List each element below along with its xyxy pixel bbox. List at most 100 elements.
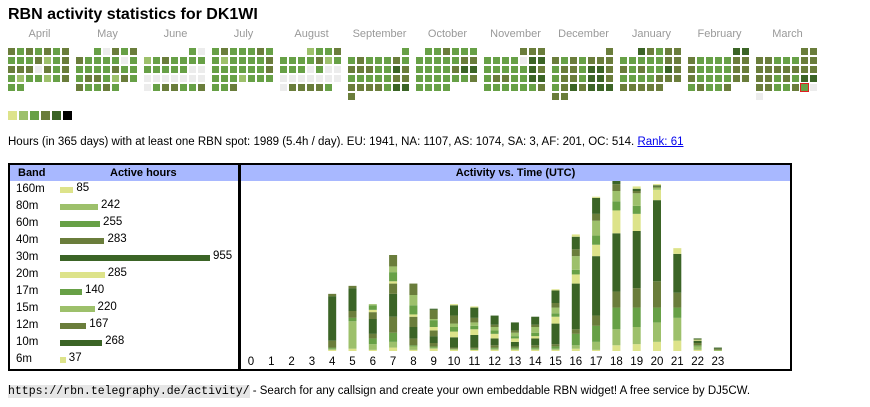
calendar-day[interactable]: [94, 84, 101, 91]
calendar-day[interactable]: [257, 57, 264, 64]
calendar-day[interactable]: [511, 57, 518, 64]
calendar-day[interactable]: [112, 57, 119, 64]
calendar-day[interactable]: [112, 75, 119, 82]
calendar-day[interactable]: [189, 48, 196, 55]
calendar-day[interactable]: [8, 75, 15, 82]
calendar-day[interactable]: [17, 75, 24, 82]
calendar-day[interactable]: [212, 66, 219, 73]
calendar-day[interactable]: [375, 84, 382, 91]
calendar-day[interactable]: [665, 57, 672, 64]
calendar-day[interactable]: [452, 75, 459, 82]
calendar-day[interactable]: [212, 57, 219, 64]
calendar-day[interactable]: [348, 66, 355, 73]
calendar-day[interactable]: [493, 57, 500, 64]
calendar-day[interactable]: [765, 75, 772, 82]
calendar-day[interactable]: [62, 48, 69, 55]
calendar-day[interactable]: [26, 48, 33, 55]
calendar-day[interactable]: [230, 48, 237, 55]
calendar-day[interactable]: [334, 57, 341, 64]
calendar-day[interactable]: [520, 57, 527, 64]
calendar-day[interactable]: [638, 84, 645, 91]
calendar-day[interactable]: [348, 75, 355, 82]
calendar-day[interactable]: [230, 57, 237, 64]
calendar-day[interactable]: [189, 75, 196, 82]
calendar-day[interactable]: [783, 84, 790, 91]
calendar-day[interactable]: [384, 57, 391, 64]
calendar-day[interactable]: [656, 75, 663, 82]
calendar-day[interactable]: [552, 75, 559, 82]
calendar-day[interactable]: [606, 66, 613, 73]
calendar-day[interactable]: [434, 84, 441, 91]
calendar-day[interactable]: [656, 66, 663, 73]
calendar-day[interactable]: [606, 48, 613, 55]
calendar-day[interactable]: [647, 48, 654, 55]
calendar-day[interactable]: [733, 48, 740, 55]
calendar-day[interactable]: [706, 57, 713, 64]
calendar-day[interactable]: [239, 57, 246, 64]
calendar-day[interactable]: [416, 66, 423, 73]
calendar-day[interactable]: [230, 66, 237, 73]
calendar-day[interactable]: [588, 75, 595, 82]
calendar-day[interactable]: [298, 66, 305, 73]
calendar-day[interactable]: [502, 75, 509, 82]
calendar-day[interactable]: [434, 66, 441, 73]
calendar-day[interactable]: [810, 84, 817, 91]
calendar-day[interactable]: [266, 75, 273, 82]
calendar-day[interactable]: [289, 84, 296, 91]
calendar-day[interactable]: [715, 75, 722, 82]
calendar-day[interactable]: [810, 57, 817, 64]
calendar-day[interactable]: [774, 66, 781, 73]
calendar-day[interactable]: [620, 66, 627, 73]
calendar-day[interactable]: [570, 75, 577, 82]
calendar-day[interactable]: [112, 66, 119, 73]
calendar-day[interactable]: [325, 75, 332, 82]
calendar-day[interactable]: [579, 84, 586, 91]
calendar-day[interactable]: [144, 57, 151, 64]
calendar-day[interactable]: [325, 84, 332, 91]
calendar-day[interactable]: [792, 66, 799, 73]
calendar-day[interactable]: [8, 48, 15, 55]
calendar-day[interactable]: [665, 75, 672, 82]
calendar-day[interactable]: [221, 57, 228, 64]
calendar-day[interactable]: [357, 57, 364, 64]
calendar-day[interactable]: [94, 57, 101, 64]
calendar-day[interactable]: [656, 84, 663, 91]
calendar-day[interactable]: [606, 57, 613, 64]
calendar-day[interactable]: [221, 48, 228, 55]
calendar-day[interactable]: [493, 75, 500, 82]
calendar-day[interactable]: [257, 66, 264, 73]
calendar-day[interactable]: [538, 48, 545, 55]
calendar-day[interactable]: [393, 84, 400, 91]
calendar-day[interactable]: [153, 75, 160, 82]
calendar-day[interactable]: [307, 84, 314, 91]
calendar-day[interactable]: [44, 57, 51, 64]
calendar-day[interactable]: [452, 66, 459, 73]
calendar-day[interactable]: [733, 75, 740, 82]
calendar-day[interactable]: [538, 57, 545, 64]
calendar-day[interactable]: [493, 84, 500, 91]
calendar-day[interactable]: [606, 75, 613, 82]
calendar-day[interactable]: [511, 84, 518, 91]
calendar-day[interactable]: [629, 84, 636, 91]
calendar-day[interactable]: [393, 66, 400, 73]
calendar-day[interactable]: [266, 57, 273, 64]
calendar-day[interactable]: [212, 75, 219, 82]
calendar-day[interactable]: [697, 66, 704, 73]
calendar-day[interactable]: [647, 84, 654, 91]
calendar-day[interactable]: [688, 66, 695, 73]
calendar-day[interactable]: [502, 84, 509, 91]
calendar-day[interactable]: [53, 48, 60, 55]
calendar-day[interactable]: [162, 57, 169, 64]
calendar-day[interactable]: [443, 75, 450, 82]
calendar-day[interactable]: [307, 57, 314, 64]
calendar-day[interactable]: [375, 57, 382, 64]
calendar-day[interactable]: [452, 48, 459, 55]
calendar-day[interactable]: [529, 66, 536, 73]
calendar-day[interactable]: [162, 75, 169, 82]
calendar-day[interactable]: [801, 66, 808, 73]
calendar-day[interactable]: [316, 57, 323, 64]
calendar-day[interactable]: [765, 57, 772, 64]
rank-link[interactable]: Rank: 61: [637, 136, 684, 148]
calendar-day[interactable]: [552, 93, 559, 100]
calendar-day[interactable]: [647, 75, 654, 82]
